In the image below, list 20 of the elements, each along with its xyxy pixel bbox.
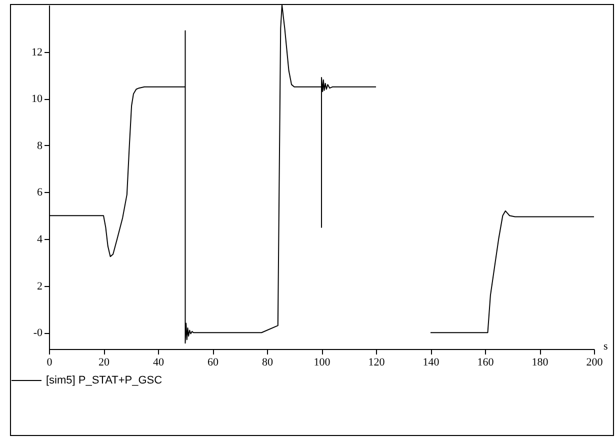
- x-axis-title: s: [604, 340, 608, 352]
- x-tick-label: 140: [422, 356, 440, 368]
- y-tick-label: 4: [37, 234, 43, 246]
- x-tick-label: 40: [153, 356, 164, 368]
- x-tick-label: 120: [368, 356, 386, 368]
- y-tick-label: 6: [37, 186, 43, 199]
- y-tick-label: -0: [33, 327, 43, 340]
- y-tick-label: 8: [37, 140, 43, 152]
- x-tick-label: 180: [532, 356, 549, 368]
- x-tick-label: 20: [98, 356, 110, 368]
- y-tick-label: 2: [37, 280, 42, 292]
- x-tick-label: 200: [586, 356, 604, 368]
- x-tick-label: 0: [46, 356, 53, 368]
- legend-label: [sim5] P_STAT+P_GSC: [46, 374, 162, 386]
- y-tick-label: 12: [32, 46, 42, 58]
- x-tick-label: 80: [262, 356, 274, 368]
- x-tick-label: 100: [314, 356, 331, 368]
- x-tick-label: 160: [477, 356, 494, 368]
- x-tick-label: 60: [208, 356, 219, 368]
- y-tick-label: 10: [32, 93, 43, 106]
